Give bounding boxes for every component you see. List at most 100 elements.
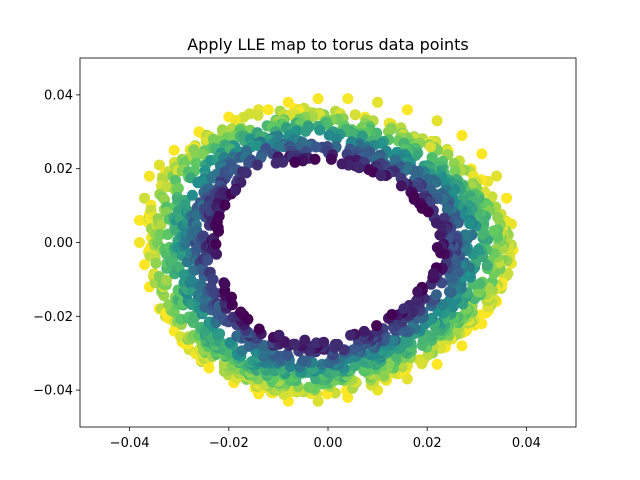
scatter-point [273,329,285,341]
scatter-point [251,159,263,171]
scatter-point [336,158,348,170]
scatter-point [425,141,436,153]
scatter-point [186,189,198,201]
scatter-point [243,157,255,169]
scatter-point [345,329,357,341]
chart-title: Apply LLE map to torus data points [187,35,469,54]
scatter-point [172,182,184,194]
x-axis-ticks: −0.04 −0.02 0.00 0.02 0.04 [110,427,541,451]
scatter-point [262,104,274,116]
scatter-point [349,360,361,372]
scatter-point [173,261,185,273]
x-tick-label: 0.02 [413,436,442,451]
scatter-point [297,355,309,367]
scatter-point [395,180,407,192]
scatter-point [155,219,167,231]
scatter-point [431,358,443,370]
scatter-point [358,325,370,337]
scatter-point [213,225,224,237]
scatter-point [289,338,301,350]
y-tick-label: 0.04 [44,88,73,103]
scatter-point [430,289,442,301]
scatter-point [325,153,337,165]
scatter-point [456,130,468,141]
scatter-point [211,248,222,260]
scatter-point [209,287,221,299]
scatter-point [398,303,410,315]
scatter-point [329,338,341,350]
scatter-point [197,148,209,160]
scatter-point [481,259,493,271]
scatter-point [210,238,222,250]
scatter-point [413,354,425,366]
y-tick-label: −0.02 [33,310,73,325]
scatter-point [289,156,301,168]
scatter-point [299,334,311,346]
scatter-point [153,159,165,171]
scatter-point [428,268,439,279]
scatter-point [310,373,322,385]
scatter-point [383,126,394,138]
scatter-point [207,274,219,285]
scatter-point [375,170,387,182]
scatter-point [401,104,413,116]
y-tick-label: 0.02 [44,162,73,177]
y-tick-label: −0.04 [33,384,73,399]
scatter-point [431,115,443,127]
scatter-point [161,274,172,286]
scatter-point [226,291,237,303]
scatter-point [492,211,504,223]
scatter-point [401,373,413,385]
scatter-point [449,165,461,177]
scatter-point [224,337,236,349]
scatter-point [443,286,455,298]
y-axis-ticks: −0.04 −0.02 0.00 0.02 0.04 [33,88,80,399]
scatter-point [312,93,324,105]
scatter-point [219,278,231,290]
scatter-point [168,144,180,156]
scatter-point [386,309,398,320]
scatter-point [314,124,326,136]
scatter-point [229,185,241,196]
scatter-point [309,153,321,165]
scatter-point [408,193,420,205]
scatter-point [252,109,264,121]
scatter-point [383,357,395,369]
scatter-point [456,340,468,352]
scatter-point [441,204,453,216]
scatter-point [277,156,289,168]
scatter-point [213,210,225,222]
x-tick-label: −0.04 [110,436,150,451]
scatter-point [240,167,252,179]
scatter-point [219,199,231,211]
scatter-point [330,133,342,145]
scatter-point [501,192,513,204]
scatter-point [371,320,383,332]
x-tick-label: −0.02 [209,436,249,451]
scatter-point [416,202,428,214]
scatter-point [143,170,155,182]
scatter-point [214,328,226,340]
scatter-points [134,93,519,407]
scatter-point [134,214,145,226]
scatter-point [202,254,214,266]
scatter-point [349,109,361,121]
scatter-point [310,141,322,153]
scatter-point [491,170,503,182]
scatter-point [464,218,476,230]
x-tick-label: 0.00 [314,436,343,451]
scatter-point [253,323,265,335]
scatter-point [431,242,443,253]
scatter-point [372,96,384,108]
scatter-point [134,237,145,248]
scatter-point [281,348,293,360]
scatter-point [150,257,162,269]
scatter-point [139,259,150,271]
scatter-point [412,286,424,298]
scatter-point [437,299,449,311]
scatter-point [235,306,247,318]
x-tick-label: 0.04 [512,436,541,451]
scatter-point [477,228,488,240]
